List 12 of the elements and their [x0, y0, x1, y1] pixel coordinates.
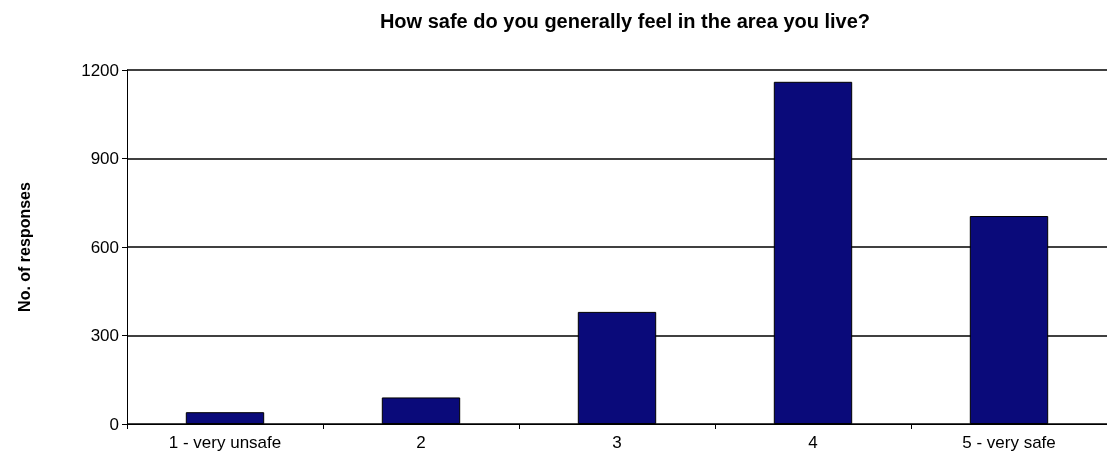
y-tick-label: 1200 [81, 60, 119, 80]
chart-title: How safe do you generally feel in the area you live? [379, 10, 871, 32]
x-tick-label: 4 [808, 433, 818, 452]
x-tick-label: 5 - very safe [962, 433, 1056, 452]
y-tick-label: 300 [90, 326, 119, 345]
y-tick-label: 900 [90, 149, 119, 168]
y-tick-label: 600 [90, 237, 119, 257]
x-tick-label: 2 [416, 433, 426, 452]
x-tick-label: 1 - very unsafe [168, 433, 282, 452]
y-tick-label: 0 [109, 414, 119, 434]
y-axis-title: No. of responses [15, 182, 33, 312]
x-tick-label: 3 [612, 433, 622, 452]
